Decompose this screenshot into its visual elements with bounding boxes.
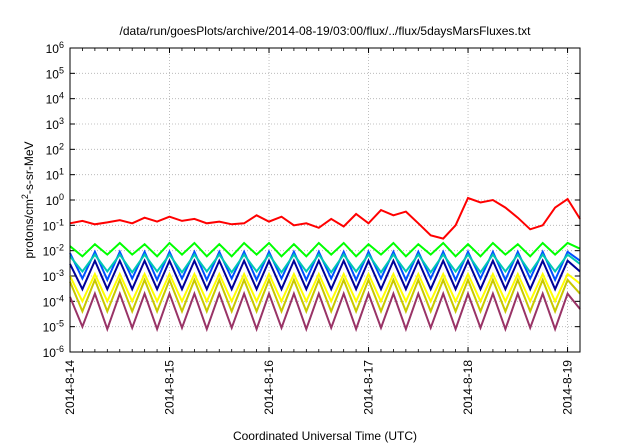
y-tick-label-base: 10 <box>46 143 60 157</box>
y-tick-label: 102 <box>46 141 64 157</box>
y-axis-label-prefix: protons/cm <box>22 199 36 258</box>
y-tick-label-exponent: 1 <box>59 167 64 177</box>
x-tick-label: 2014-8-17 <box>362 360 376 415</box>
y-tick-label-base: 10 <box>46 42 60 56</box>
y-tick-label-exponent: 0 <box>59 192 64 202</box>
y-tick-label-exponent: 2 <box>59 141 64 151</box>
y-tick-label-exponent: -6 <box>56 344 64 354</box>
y-axis-label: protons/cm2-s-sr-MeV <box>20 141 36 258</box>
y-tick-label: 106 <box>46 40 64 56</box>
y-tick-label: 104 <box>46 91 64 107</box>
y-tick-label-base: 10 <box>43 295 57 309</box>
y-tick-label-exponent: -3 <box>56 268 64 278</box>
x-tick-label: 2014-8-19 <box>561 360 575 415</box>
y-tick-label-exponent: -1 <box>56 217 64 227</box>
series-line <box>69 258 581 292</box>
x-tick-label: 2014-8-14 <box>63 360 77 415</box>
y-tick-label-base: 10 <box>46 118 60 132</box>
plot-area: 10-610-510-410-310-210-11001011021031041… <box>43 40 581 415</box>
y-tick-label: 10-5 <box>43 319 64 335</box>
x-tick-label: 2014-8-18 <box>461 360 475 415</box>
series-line <box>69 290 581 333</box>
y-tick-label-base: 10 <box>46 67 60 81</box>
y-tick-label: 103 <box>46 116 64 132</box>
x-tick-label: 2014-8-16 <box>262 360 276 415</box>
series-line <box>69 271 581 304</box>
series-line <box>69 252 581 275</box>
y-tick-label-exponent: 5 <box>59 65 64 75</box>
series-line <box>69 196 581 240</box>
y-tick-label-exponent: -5 <box>56 319 64 329</box>
y-tick-label-base: 10 <box>43 245 57 259</box>
y-tick-label-base: 10 <box>43 219 57 233</box>
y-tick-label: 100 <box>46 192 64 208</box>
series-line <box>69 241 581 258</box>
y-tick-label-base: 10 <box>43 321 57 335</box>
y-axis-label-suffix: -s-sr-MeV <box>22 141 36 194</box>
y-tick-label-base: 10 <box>43 346 57 360</box>
y-tick-label-base: 10 <box>46 194 60 208</box>
x-axis-label: Coordinated Universal Time (UTC) <box>233 429 417 443</box>
y-tick-label: 101 <box>46 167 64 183</box>
y-tick-label: 10-4 <box>43 293 64 309</box>
y-tick-label-exponent: 3 <box>59 116 64 126</box>
y-tick-label: 10-2 <box>43 243 64 259</box>
series-line <box>69 277 581 315</box>
chart-title: /data/run/goesPlots/archive/2014-08-19/0… <box>120 24 532 38</box>
y-tick-label-exponent: -2 <box>56 243 64 253</box>
plot-frame <box>69 47 581 353</box>
y-tick-label-base: 10 <box>46 169 60 183</box>
y-tick-label: 10-6 <box>43 344 64 360</box>
y-tick-label: 10-3 <box>43 268 64 284</box>
y-tick-label-base: 10 <box>46 93 60 107</box>
y-tick-label: 10-1 <box>43 217 64 233</box>
x-tick-label: 2014-8-15 <box>163 360 177 415</box>
y-tick-label-exponent: 6 <box>59 40 64 50</box>
y-tick-label-exponent: -4 <box>56 293 64 303</box>
y-tick-label: 105 <box>46 65 64 81</box>
y-axis-label-sup: 2 <box>20 194 30 199</box>
y-tick-label-base: 10 <box>43 270 57 284</box>
y-tick-label-exponent: 4 <box>59 91 64 101</box>
